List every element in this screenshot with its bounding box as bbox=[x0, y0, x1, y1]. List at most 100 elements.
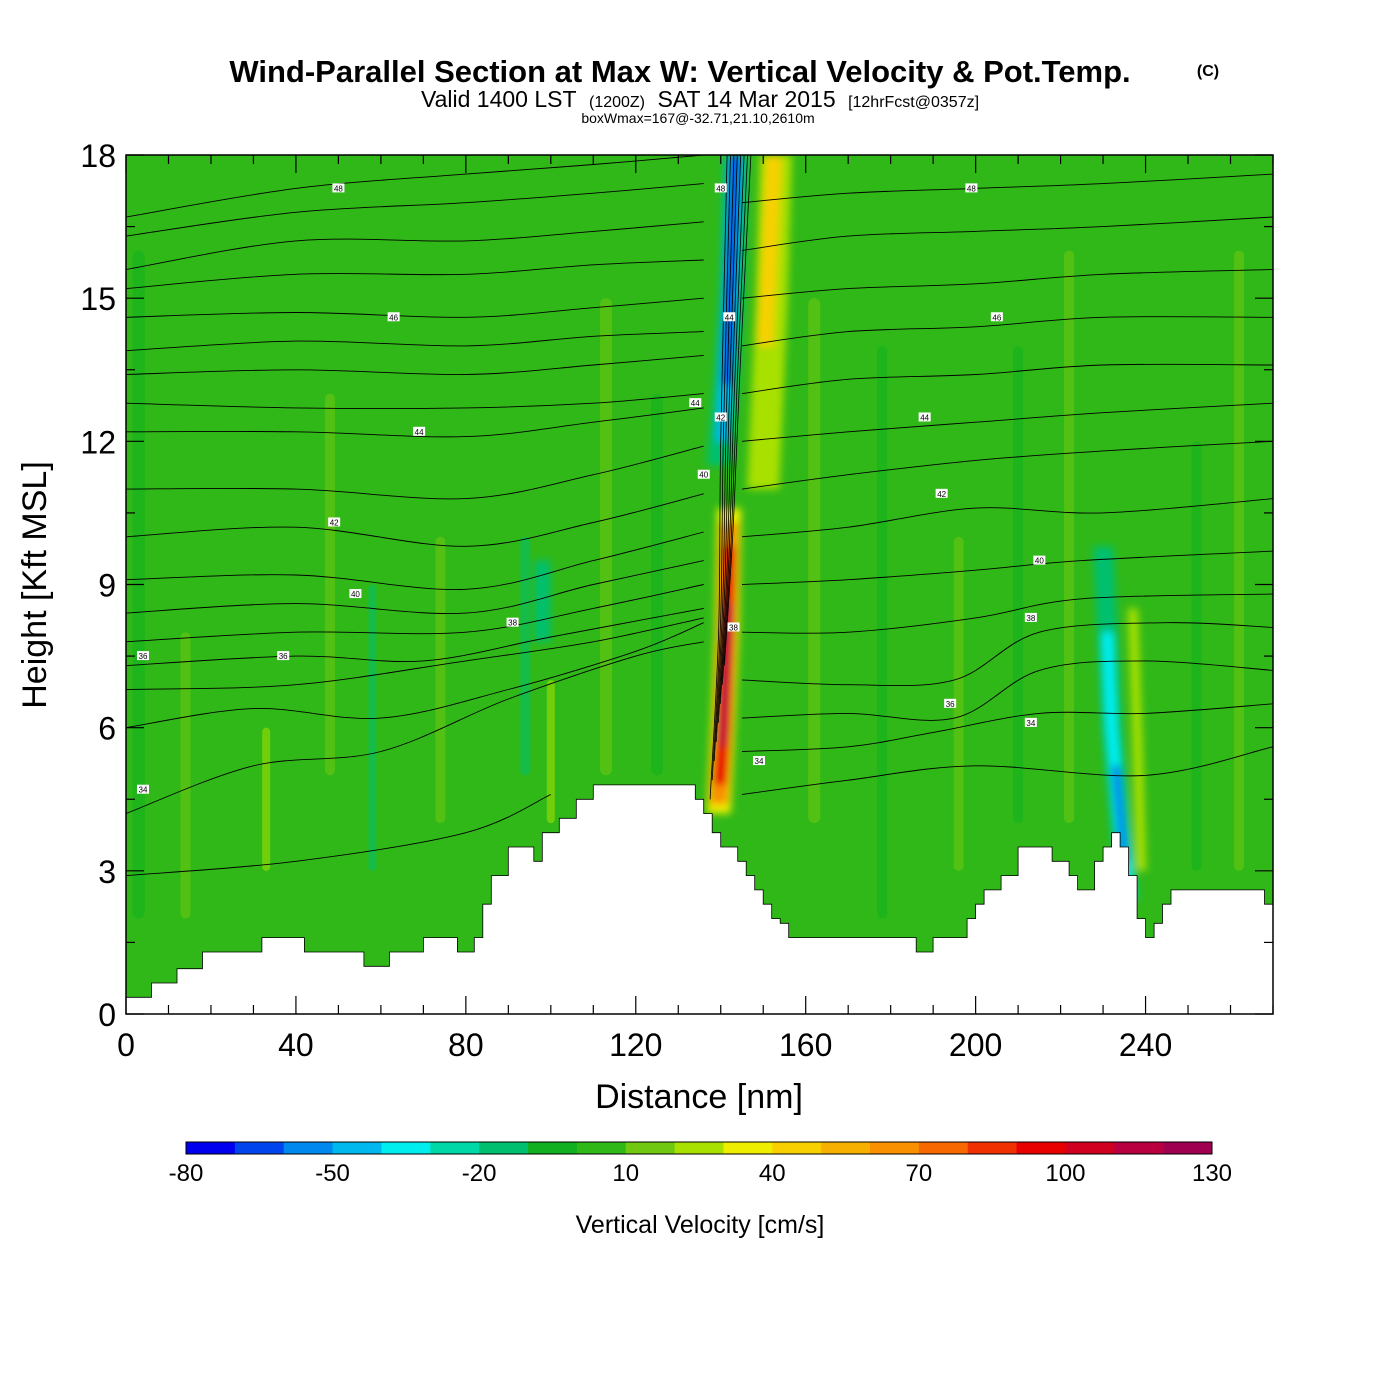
colorbar-swatch bbox=[967, 1142, 1018, 1154]
theta-label: 40 bbox=[697, 469, 710, 480]
theta-contour-line bbox=[719, 155, 745, 704]
colorbar-swatch bbox=[283, 1142, 334, 1154]
w-streak-5 bbox=[435, 536, 446, 824]
colorbar-swatch bbox=[674, 1142, 724, 1154]
colorbar-tick-label: -80 bbox=[169, 1160, 204, 1187]
w-streak-7 bbox=[546, 679, 555, 824]
theta-contour-line bbox=[741, 746, 1273, 795]
colorbar-swatch bbox=[528, 1142, 578, 1154]
theta-label: 40 bbox=[349, 589, 362, 599]
theta-contour-line bbox=[126, 155, 704, 218]
theta-label: 46 bbox=[387, 312, 400, 322]
theta-label-box bbox=[752, 756, 765, 766]
colorbar-swatch bbox=[723, 1142, 773, 1154]
updraft-band-110 bbox=[717, 603, 732, 747]
w-streak-1 bbox=[180, 632, 191, 919]
theta-label-text: 36 bbox=[946, 700, 955, 709]
theta-label-text: 44 bbox=[920, 413, 929, 422]
colorbar-swatch bbox=[1163, 1142, 1213, 1154]
theta-contour-line bbox=[126, 531, 704, 591]
w-streak-9 bbox=[651, 393, 664, 776]
y-tick-label: 18 bbox=[80, 138, 116, 174]
theta-contour-line bbox=[741, 216, 1273, 251]
theta-label: 44 bbox=[723, 312, 736, 322]
terrain-mask bbox=[126, 784, 1273, 1014]
theta-label-box bbox=[1024, 612, 1037, 622]
colorbar-swatch bbox=[234, 1142, 285, 1154]
colorbar-swatch bbox=[430, 1142, 480, 1154]
subtitle-valid: Valid 1400 LST bbox=[421, 86, 577, 112]
x-tick-label: 120 bbox=[609, 1027, 662, 1063]
theta-label-text: 40 bbox=[351, 590, 360, 599]
theta-contour-line bbox=[126, 641, 704, 815]
theta-label-box bbox=[727, 622, 740, 632]
colorbar-swatch bbox=[821, 1142, 871, 1154]
theta-contour-line bbox=[126, 617, 704, 690]
colorbar-swatch bbox=[576, 1142, 627, 1154]
theta-contour-line bbox=[741, 498, 1273, 538]
theta-label-text: 46 bbox=[389, 313, 398, 322]
theta-contour-line bbox=[724, 155, 752, 666]
theta-label: 34 bbox=[752, 756, 765, 766]
theta-label-box bbox=[328, 517, 341, 527]
downdraft-right-70 bbox=[1112, 765, 1128, 862]
theta-label-box bbox=[965, 183, 978, 193]
theta-label-box bbox=[714, 412, 727, 422]
theta-label-text: 34 bbox=[1026, 719, 1035, 728]
theta-label-box bbox=[723, 312, 736, 322]
colorbar-swatch bbox=[381, 1142, 431, 1154]
colorbar-tick-label: 10 bbox=[612, 1160, 639, 1187]
w-streak-6 bbox=[520, 536, 531, 776]
theta-contour-line bbox=[741, 316, 1273, 347]
theta-label-box bbox=[689, 398, 702, 408]
colorbar-tick-label: -20 bbox=[462, 1160, 497, 1187]
theta-label-box bbox=[714, 183, 727, 193]
colorbar bbox=[185, 1141, 1213, 1155]
theta-label-box bbox=[332, 183, 345, 193]
theta-contour-line bbox=[715, 155, 738, 743]
theta-contours bbox=[126, 155, 1273, 877]
theta-label-box bbox=[387, 312, 400, 322]
theta-label: 36 bbox=[277, 651, 290, 661]
theta-contour-line bbox=[126, 493, 704, 547]
theta-contour-line bbox=[126, 221, 704, 270]
subtitle-date: SAT 14 Mar 2015 bbox=[657, 86, 835, 112]
theta-contour-line bbox=[741, 550, 1273, 585]
theta-label-box bbox=[918, 412, 931, 422]
theta-contour-line bbox=[741, 622, 1273, 687]
theta-contour-line bbox=[741, 440, 1273, 490]
w-streak-10 bbox=[808, 298, 821, 824]
theta-label-text: 42 bbox=[330, 518, 339, 527]
theta-contour-line bbox=[126, 445, 704, 500]
y-tick-label: 15 bbox=[80, 281, 116, 317]
colorbar-swatch bbox=[332, 1142, 382, 1154]
copyright-mark: (C) bbox=[1197, 63, 1219, 80]
plot-area: 48 48 48 46 46 44 44 44 44 42 42 42 40 40 40 38 38 38 36 36… bbox=[126, 155, 1273, 1014]
theta-label-text: 46 bbox=[992, 313, 1001, 322]
w-streak-4 bbox=[368, 584, 377, 871]
w-streak-11 bbox=[877, 345, 888, 919]
theta-contour-line bbox=[741, 703, 1273, 752]
colorbar-title: Vertical Velocity [cm/s] bbox=[576, 1211, 825, 1239]
colorbar-tick-label: 40 bbox=[759, 1160, 786, 1187]
theta-contour-line bbox=[126, 622, 704, 729]
x-tick-label: 200 bbox=[949, 1027, 1002, 1063]
colorbar-swatch bbox=[479, 1142, 529, 1154]
theta-contour-line bbox=[126, 560, 704, 615]
theta-label: 40 bbox=[1033, 555, 1046, 566]
theta-contour-line bbox=[741, 269, 1273, 299]
theta-label: 46 bbox=[990, 312, 1003, 322]
subtitle-utc: (1200Z) bbox=[589, 94, 645, 111]
theta-contour-line bbox=[722, 155, 748, 685]
chart-title: Wind-Parallel Section at Max W: Vertical… bbox=[229, 54, 1130, 89]
theta-label-text: 40 bbox=[699, 471, 708, 480]
theta-contour-line bbox=[126, 794, 551, 877]
theta-label-box bbox=[349, 589, 362, 599]
theta-label-text: 42 bbox=[716, 413, 725, 422]
colorbar-swatch bbox=[772, 1142, 822, 1154]
theta-contour-line bbox=[709, 155, 728, 800]
theta-label: 48 bbox=[332, 183, 345, 193]
colorbar-tick-label: 130 bbox=[1192, 1160, 1232, 1187]
theta-label-text: 38 bbox=[729, 623, 738, 632]
